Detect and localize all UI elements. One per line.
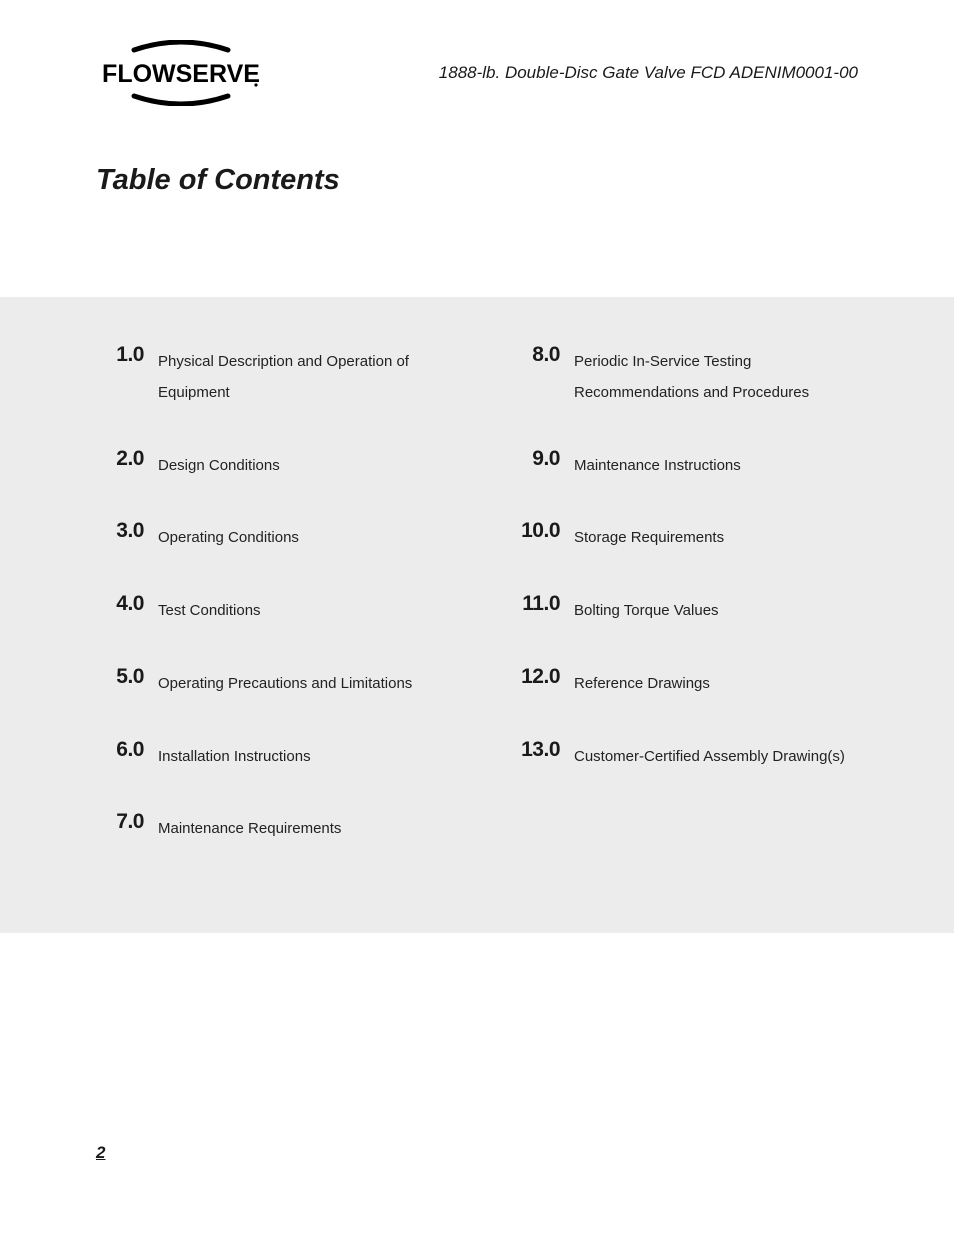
toc-label: Reference Drawings [560,665,710,700]
brand-logo: FLOWSERVE [96,40,266,106]
toc-number: 10.0 [512,519,560,543]
toc-entry: 9.0 Maintenance Instructions [512,447,858,482]
toc-number: 6.0 [96,738,144,762]
toc-label: Storage Requirements [560,519,724,554]
toc-number: 9.0 [512,447,560,471]
toc-entry: 1.0 Physical Description and Operation o… [96,343,442,409]
toc-entry: 8.0 Periodic In-Service Testing Recommen… [512,343,858,409]
toc-number: 11.0 [512,592,560,616]
toc-entry: 3.0 Operating Conditions [96,519,442,554]
toc-entry: 4.0 Test Conditions [96,592,442,627]
toc-entry: 7.0 Maintenance Requirements [96,810,442,845]
page-header: FLOWSERVE 1888-lb. Double-Disc Gate Valv… [0,0,954,106]
toc-label: Installation Instructions [144,738,311,773]
toc-label: Physical Description and Operation of Eq… [144,343,442,409]
page-title: Table of Contents [0,106,954,197]
toc-label: Design Conditions [144,447,280,482]
toc-entry: 2.0 Design Conditions [96,447,442,482]
toc-number: 4.0 [96,592,144,616]
toc-right-column: 8.0 Periodic In-Service Testing Recommen… [512,343,858,883]
toc-label: Maintenance Instructions [560,447,741,482]
toc-number: 13.0 [512,738,560,762]
toc-entry: 10.0 Storage Requirements [512,519,858,554]
toc-label: Bolting Torque Values [560,592,719,627]
toc-label: Operating Conditions [144,519,299,554]
document-id: 1888-lb. Double-Disc Gate Valve FCD ADEN… [439,63,858,83]
page-number: 2 [96,1143,105,1163]
toc-number: 1.0 [96,343,144,367]
brand-text: FLOWSERVE [102,60,260,88]
toc-number: 8.0 [512,343,560,367]
toc-number: 12.0 [512,665,560,689]
toc-entry: 11.0 Bolting Torque Values [512,592,858,627]
flowserve-logo-icon: FLOWSERVE [96,40,266,106]
toc-number: 5.0 [96,665,144,689]
toc-number: 7.0 [96,810,144,834]
toc-number: 2.0 [96,447,144,471]
toc-label: Operating Precautions and Limitations [144,665,412,700]
toc-left-column: 1.0 Physical Description and Operation o… [96,343,442,883]
toc-entry: 12.0 Reference Drawings [512,665,858,700]
toc-label: Maintenance Requirements [144,810,341,845]
toc-entry: 6.0 Installation Instructions [96,738,442,773]
toc-label: Customer-Certified Assembly Drawing(s) [560,738,845,773]
toc-entry: 5.0 Operating Precautions and Limitation… [96,665,442,700]
toc-container: 1.0 Physical Description and Operation o… [0,297,954,933]
toc-label: Test Conditions [144,592,261,627]
toc-number: 3.0 [96,519,144,543]
toc-entry: 13.0 Customer-Certified Assembly Drawing… [512,738,858,773]
toc-label: Periodic In-Service Testing Recommendati… [560,343,858,409]
